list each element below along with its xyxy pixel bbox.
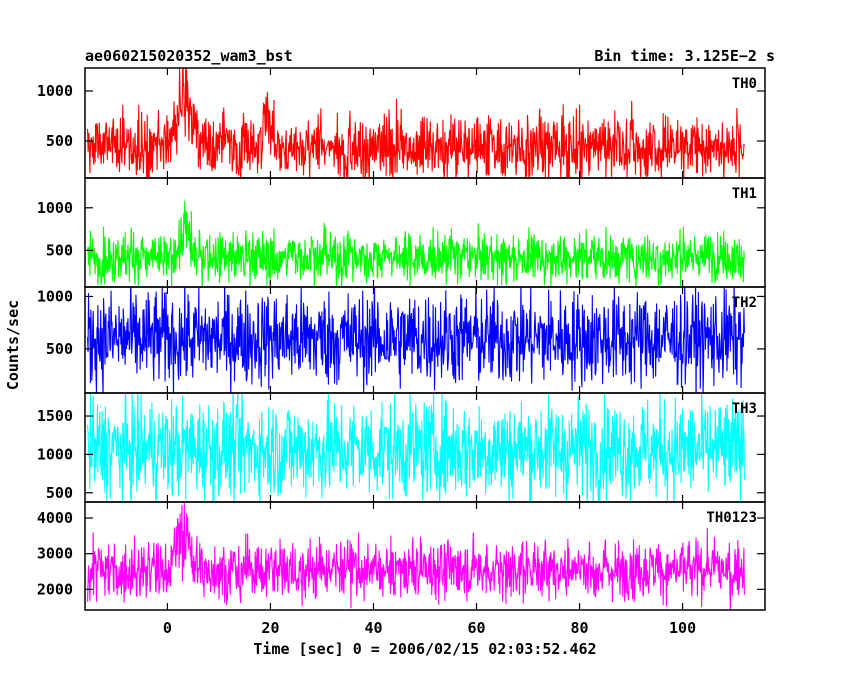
series-line-th0123 (87, 502, 745, 610)
chart-title: ae060215020352_wam3_bst (85, 47, 293, 65)
y-tick-label: 3000 (37, 545, 73, 563)
panel-th0: 500 1000 TH0 (37, 67, 766, 179)
x-tick-label: 40 (364, 619, 382, 637)
series-line-th1 (87, 200, 745, 287)
panel-frame (84, 501, 766, 611)
panel-label: TH2 (732, 295, 757, 311)
series-line-th2 (87, 287, 745, 393)
y-tick-label: 1000 (37, 445, 73, 463)
y-tick-label: 1000 (37, 287, 73, 305)
series-line-th0 (87, 68, 745, 178)
x-tick-label: 0 (163, 619, 172, 637)
y-tick-label: 1500 (37, 407, 73, 425)
y-tick-label: 4000 (37, 509, 73, 527)
y-tick-label: 2000 (37, 580, 73, 598)
series-line-th3 (87, 393, 745, 502)
panel-th0123: 2000 3000 4000 TH0123 (37, 501, 766, 611)
panel-label: TH3 (732, 401, 757, 417)
panels: 500 1000 TH0 500 1000 TH1 500 1000 TH2 500 1000 150… (37, 67, 766, 611)
panel-th3: 500 1000 1500 TH3 (37, 392, 766, 503)
y-axis-label: Counts/sec (4, 300, 22, 390)
y-tick-label: 500 (46, 241, 73, 259)
y-tick-label: 1000 (37, 199, 73, 217)
panel-label: TH1 (732, 186, 757, 202)
panel-th1: 500 1000 TH1 (37, 177, 766, 288)
x-tick-label: 80 (571, 619, 589, 637)
x-tick-label: 100 (669, 619, 696, 637)
y-tick-label: 1000 (37, 82, 73, 100)
x-axis-label: Time [sec] 0 = 2006/02/15 02:03:52.462 (253, 640, 596, 658)
panel-label: TH0123 (706, 510, 757, 526)
x-axis: 0 20 40 60 80 100 (163, 619, 696, 637)
y-tick-label: 500 (46, 132, 73, 150)
bin-time-label: Bin time: 3.125E−2 s (594, 47, 775, 65)
x-tick-label: 60 (467, 619, 485, 637)
y-tick-label: 500 (46, 484, 73, 502)
x-tick-label: 20 (261, 619, 279, 637)
panel-th2: 500 1000 TH2 (37, 286, 766, 394)
panel-label: TH0 (732, 76, 757, 92)
y-tick-label: 500 (46, 340, 73, 358)
